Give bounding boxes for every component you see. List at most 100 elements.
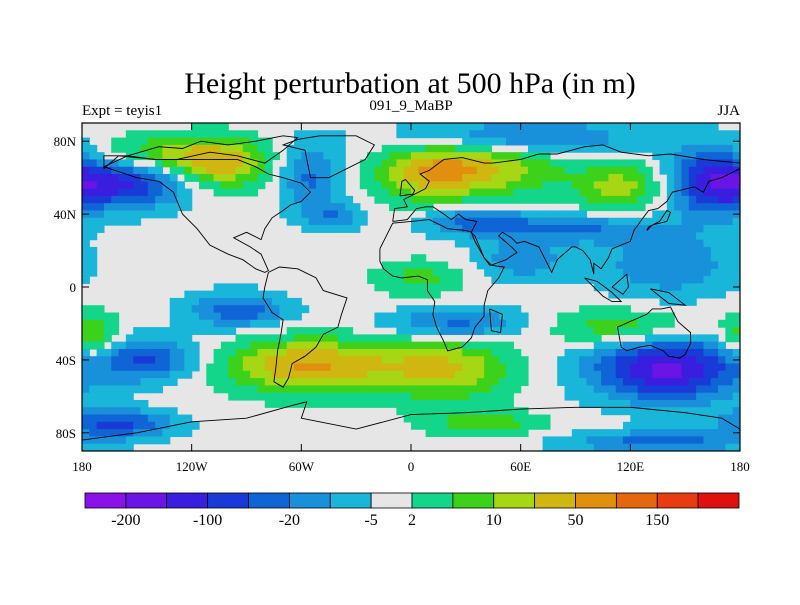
- field-cell: [535, 421, 544, 430]
- field-cell: [147, 436, 156, 445]
- field-cell: [294, 348, 302, 357]
- field-cell: [82, 370, 90, 379]
- field-cell: [498, 210, 507, 219]
- field-cell: [432, 166, 441, 175]
- field-cell: [389, 174, 397, 182]
- field-cell: [264, 378, 273, 386]
- field-cell: [411, 268, 419, 277]
- field-cell: [82, 232, 90, 241]
- field-cell: [220, 319, 229, 328]
- field-cell: [389, 312, 397, 321]
- field-cell: [688, 239, 697, 248]
- field-cell: [498, 181, 507, 190]
- field-cell: [644, 144, 653, 153]
- field-cell: [476, 399, 485, 408]
- field-cell: [242, 290, 251, 299]
- field-cell: [323, 188, 332, 197]
- field-cell: [454, 195, 463, 204]
- field-cell: [294, 174, 302, 182]
- field-cell: [220, 348, 229, 357]
- field-cell: [644, 195, 653, 204]
- field-cell: [447, 159, 456, 168]
- field-cell: [381, 188, 390, 197]
- field-cell: [703, 356, 712, 365]
- field-cell: [462, 210, 471, 219]
- field-cell: [118, 159, 127, 168]
- field-cell: [696, 370, 705, 379]
- field-cell: [418, 319, 427, 328]
- field-cell: [484, 378, 493, 386]
- field-cell: [184, 166, 193, 175]
- field-cell: [549, 232, 558, 241]
- field-cell: [96, 356, 105, 365]
- field-cell: [637, 327, 646, 335]
- field-cell: [381, 283, 390, 292]
- field-cell: [579, 348, 588, 357]
- field-cell: [637, 370, 646, 379]
- field-cell: [623, 195, 631, 204]
- field-cell: [637, 421, 646, 430]
- field-cell: [564, 268, 573, 277]
- field-cell: [82, 363, 90, 372]
- field-cell: [125, 334, 134, 343]
- field-cell: [359, 363, 368, 372]
- field-cell: [418, 188, 427, 197]
- field-cell: [228, 305, 237, 314]
- field-cell: [710, 217, 719, 226]
- field-cell: [140, 144, 149, 153]
- y-tick-label: 0: [70, 280, 77, 295]
- field-cell: [374, 166, 383, 175]
- field-cell: [688, 414, 697, 423]
- field-cell: [447, 407, 456, 416]
- field-cell: [184, 188, 193, 197]
- field-cell: [571, 188, 580, 197]
- field-cell: [389, 370, 397, 379]
- field-cell: [454, 312, 463, 321]
- field-cell: [652, 232, 661, 241]
- field-cell: [549, 261, 558, 270]
- field-cell: [579, 217, 588, 226]
- field-cell: [586, 356, 595, 365]
- field-cell: [542, 159, 551, 168]
- field-cell: [425, 319, 434, 328]
- field-cell: [396, 334, 405, 343]
- field-cell: [571, 174, 580, 182]
- field-cell: [147, 210, 156, 219]
- field-cell: [623, 312, 631, 321]
- field-cell: [447, 370, 456, 379]
- field-cell: [732, 217, 740, 226]
- field-cell: [652, 268, 661, 277]
- field-cell: [564, 261, 573, 270]
- field-cell: [315, 341, 324, 350]
- field-cell: [294, 297, 302, 306]
- field-cell: [118, 341, 127, 350]
- field-cell: [476, 166, 485, 175]
- field-cell: [571, 123, 580, 131]
- field-cell: [564, 159, 573, 168]
- field-cell: [725, 348, 734, 357]
- field-cell: [111, 137, 120, 146]
- field-cell: [527, 421, 536, 430]
- field-cell: [666, 385, 675, 394]
- field-cell: [323, 159, 332, 168]
- field-cell: [652, 319, 661, 328]
- field-cell: [155, 130, 164, 139]
- field-cell: [564, 144, 573, 153]
- field-cell: [469, 144, 478, 153]
- field-cell: [666, 312, 675, 321]
- field-cell: [213, 290, 222, 299]
- field-cell: [440, 152, 449, 161]
- field-cell: [506, 254, 514, 263]
- field-cell: [586, 181, 595, 190]
- field-cell: [198, 319, 207, 328]
- field-cell: [579, 334, 588, 343]
- field-cell: [169, 356, 178, 365]
- field-cell: [630, 203, 639, 212]
- field-cell: [688, 188, 697, 197]
- field-cell: [169, 312, 178, 321]
- field-cell: [140, 341, 149, 350]
- field-cell: [652, 130, 661, 139]
- field-cell: [652, 283, 661, 292]
- field-cell: [345, 341, 354, 350]
- field-cell: [520, 370, 529, 379]
